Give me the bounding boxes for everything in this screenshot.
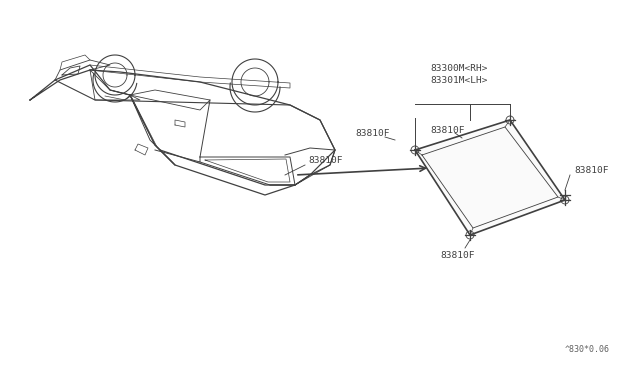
Text: 83810F: 83810F xyxy=(430,125,465,135)
Text: 83810F: 83810F xyxy=(440,250,474,260)
Text: 83810F: 83810F xyxy=(355,128,390,138)
Text: 83810F: 83810F xyxy=(574,166,609,174)
Text: ^830*0.06: ^830*0.06 xyxy=(565,346,610,355)
Text: 83301M<LH>: 83301M<LH> xyxy=(430,76,488,84)
Text: 83810F: 83810F xyxy=(308,155,342,164)
Text: 83300M<RH>: 83300M<RH> xyxy=(430,64,488,73)
Polygon shape xyxy=(415,120,565,235)
